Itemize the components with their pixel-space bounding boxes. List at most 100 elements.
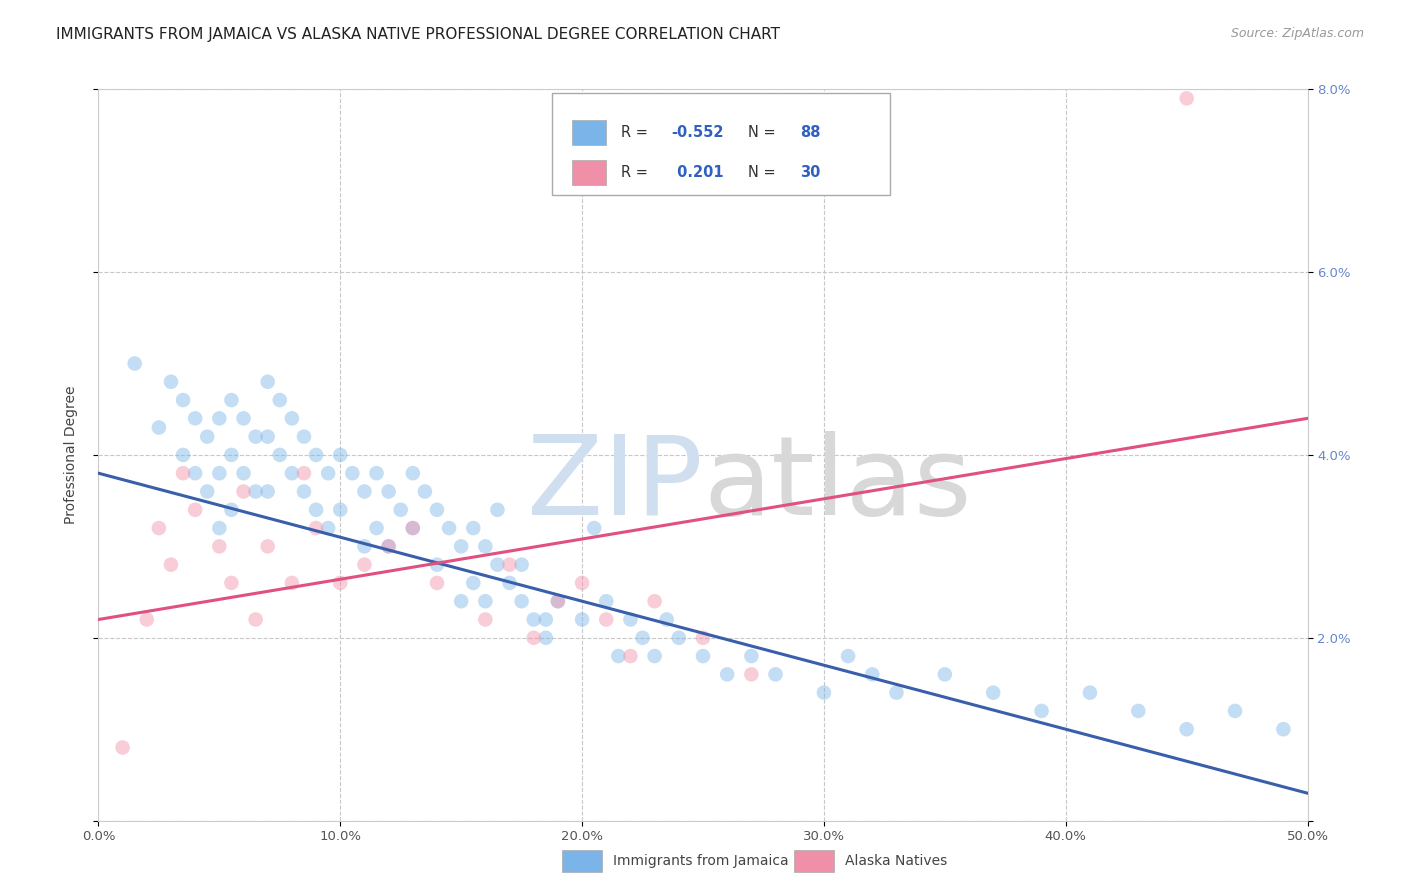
Point — [860, 667, 883, 681]
Point — [450, 539, 472, 553]
Point — [534, 631, 557, 645]
Point — [463, 576, 485, 591]
Point — [208, 411, 231, 425]
Point — [716, 667, 738, 681]
Point — [256, 375, 278, 389]
Point — [232, 467, 254, 481]
Point — [837, 649, 859, 664]
Point — [655, 613, 678, 627]
Text: Alaska Natives: Alaska Natives — [845, 855, 948, 868]
Point — [426, 576, 449, 591]
Point — [269, 448, 291, 462]
Point — [208, 521, 231, 535]
Point — [292, 430, 315, 444]
Point — [463, 521, 485, 535]
Point — [184, 503, 207, 517]
Point — [692, 631, 714, 645]
Point — [619, 613, 641, 627]
Point — [413, 484, 436, 499]
Point — [595, 594, 617, 608]
Point — [1175, 723, 1198, 737]
Point — [184, 411, 207, 425]
Point — [498, 558, 520, 572]
Point — [221, 393, 243, 408]
Point — [148, 420, 170, 434]
Point — [510, 558, 533, 572]
Point — [124, 356, 146, 371]
Text: 0.201: 0.201 — [672, 165, 723, 180]
Y-axis label: Professional Degree: Professional Degree — [63, 385, 77, 524]
Point — [353, 484, 375, 499]
Point — [1175, 91, 1198, 105]
Point — [1272, 723, 1295, 737]
Text: IMMIGRANTS FROM JAMAICA VS ALASKA NATIVE PROFESSIONAL DEGREE CORRELATION CHART: IMMIGRANTS FROM JAMAICA VS ALASKA NATIVE… — [56, 27, 780, 42]
FancyBboxPatch shape — [572, 161, 606, 185]
Point — [644, 594, 666, 608]
Point — [245, 430, 267, 444]
Point — [1031, 704, 1053, 718]
Point — [305, 521, 328, 535]
Text: -0.552: -0.552 — [672, 125, 724, 140]
Point — [1128, 704, 1150, 718]
Point — [245, 613, 267, 627]
Point — [547, 594, 569, 608]
Point — [160, 375, 183, 389]
Point — [426, 558, 449, 572]
Point — [342, 467, 364, 481]
Point — [148, 521, 170, 535]
Text: Immigrants from Jamaica: Immigrants from Jamaica — [613, 855, 789, 868]
Point — [329, 448, 352, 462]
Point — [765, 667, 787, 681]
Point — [934, 667, 956, 681]
Text: Source: ZipAtlas.com: Source: ZipAtlas.com — [1230, 27, 1364, 40]
Point — [232, 484, 254, 499]
Point — [510, 594, 533, 608]
Point — [474, 613, 496, 627]
Point — [474, 539, 496, 553]
Point — [474, 594, 496, 608]
Point — [740, 649, 762, 664]
Point — [292, 467, 315, 481]
Point — [426, 503, 449, 517]
Point — [486, 558, 509, 572]
Point — [305, 448, 328, 462]
Point — [389, 503, 412, 517]
Point — [256, 484, 278, 499]
Point — [644, 649, 666, 664]
Point — [981, 686, 1004, 700]
Point — [402, 521, 425, 535]
Point — [583, 521, 606, 535]
Point — [111, 740, 134, 755]
Point — [571, 613, 593, 627]
Point — [281, 467, 304, 481]
Text: N =: N = — [748, 165, 780, 180]
Point — [486, 503, 509, 517]
Point — [316, 521, 339, 535]
Point — [232, 411, 254, 425]
Point — [450, 594, 472, 608]
Text: 30: 30 — [800, 165, 820, 180]
Point — [1223, 704, 1246, 718]
Point — [366, 467, 388, 481]
Point — [353, 539, 375, 553]
FancyBboxPatch shape — [572, 120, 606, 145]
FancyBboxPatch shape — [551, 93, 890, 195]
Text: atlas: atlas — [703, 431, 972, 538]
Point — [595, 613, 617, 627]
Point — [571, 576, 593, 591]
Point — [692, 649, 714, 664]
Point — [886, 686, 908, 700]
Point — [607, 649, 630, 664]
Point — [292, 484, 315, 499]
Point — [353, 558, 375, 572]
Point — [740, 667, 762, 681]
Point — [221, 576, 243, 591]
Point — [172, 448, 194, 462]
Point — [366, 521, 388, 535]
Point — [208, 539, 231, 553]
Text: 88: 88 — [800, 125, 820, 140]
Text: R =: R = — [621, 125, 652, 140]
Point — [402, 521, 425, 535]
Point — [402, 467, 425, 481]
Point — [377, 484, 399, 499]
